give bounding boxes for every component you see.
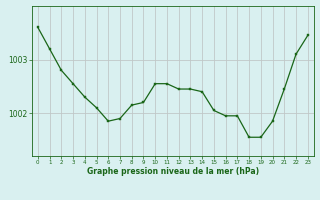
- X-axis label: Graphe pression niveau de la mer (hPa): Graphe pression niveau de la mer (hPa): [87, 167, 259, 176]
